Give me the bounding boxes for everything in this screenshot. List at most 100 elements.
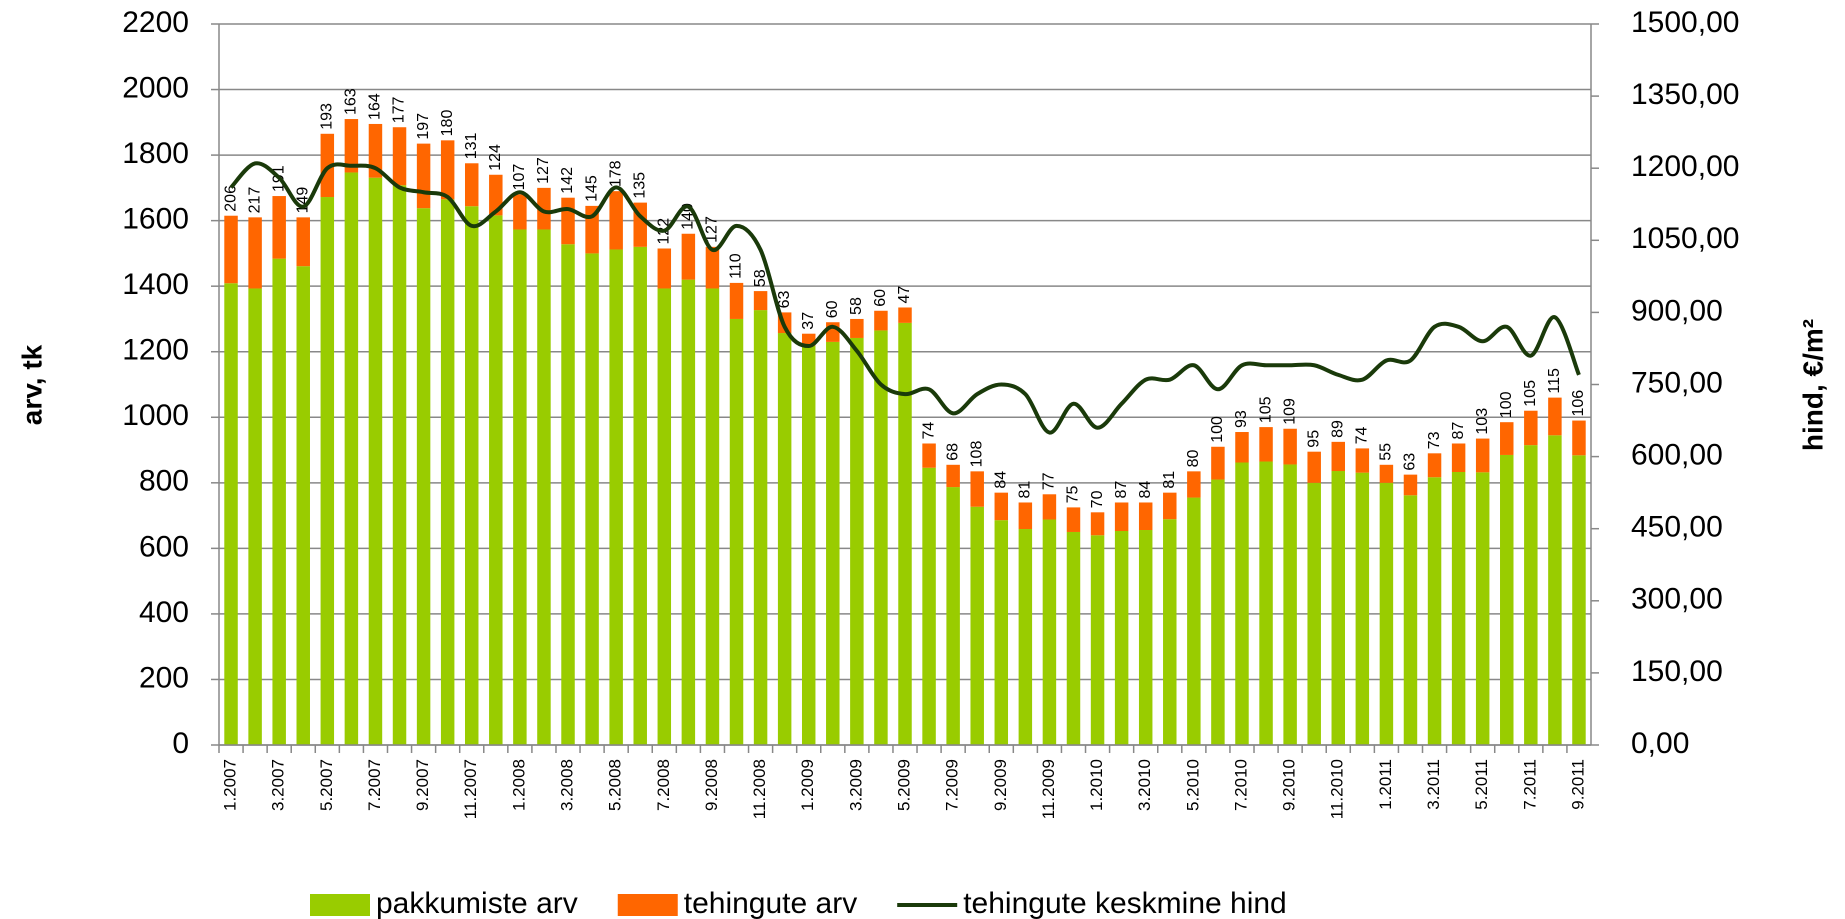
y-tick-label: 1600	[122, 203, 189, 236]
bar	[946, 487, 960, 745]
x-tick-label: 5.2009	[894, 759, 913, 811]
y-tick-label: 2200	[122, 6, 189, 39]
data-label: 60	[872, 289, 889, 307]
x-tick-label: 1.2007	[221, 759, 240, 811]
x-tick-label: 9.2010	[1280, 759, 1299, 811]
y-axis-title: arv, tk	[16, 344, 47, 425]
bar	[1451, 472, 1466, 745]
x-tick-label: 5.2008	[606, 759, 625, 811]
bar	[1187, 471, 1201, 498]
x-tick-label: 3.2008	[558, 759, 577, 811]
data-label: 145	[583, 175, 600, 202]
y2-tick-label: 1500,00	[1631, 6, 1739, 39]
x-tick-label: 7.2007	[365, 759, 384, 811]
y-tick-label: 800	[139, 465, 189, 498]
bar	[1018, 529, 1033, 745]
data-label: 110	[728, 253, 745, 279]
y2-tick-label: 1350,00	[1631, 78, 1739, 111]
data-label: 105	[1522, 380, 1539, 407]
data-label: 37	[800, 312, 817, 330]
bar	[1524, 445, 1538, 745]
bar	[248, 217, 262, 289]
data-label: 55	[1378, 443, 1395, 461]
bar	[1259, 427, 1273, 462]
bar	[1403, 495, 1418, 745]
bar	[850, 337, 864, 745]
x-tick-label: 11.2010	[1328, 759, 1347, 819]
bar	[1283, 464, 1297, 745]
bar	[1331, 471, 1346, 745]
bar	[296, 217, 310, 267]
data-label: 109	[1281, 398, 1298, 425]
data-label: 105	[1257, 396, 1274, 423]
x-tick-label: 3.2010	[1135, 759, 1154, 811]
y-tick-label: 0	[172, 727, 189, 760]
data-label: 87	[1450, 422, 1467, 440]
y-tick-label: 1400	[122, 268, 189, 301]
bar	[994, 492, 1009, 521]
data-label: 89	[1329, 420, 1346, 438]
data-label: 164	[367, 93, 384, 120]
y2-axis-title: hind, €/m²	[1797, 319, 1828, 451]
bar	[946, 464, 960, 488]
legend-swatch	[310, 894, 370, 916]
y2-tick-label: 300,00	[1631, 583, 1723, 616]
bar	[1451, 443, 1466, 473]
data-label: 84	[992, 471, 1009, 489]
x-tick-label: 1.2011	[1376, 759, 1395, 810]
bar	[609, 249, 623, 745]
x-tick-label: 1.2009	[798, 759, 817, 811]
data-label: 107	[511, 164, 528, 191]
x-tick-label: 11.2009	[1039, 759, 1058, 819]
y-tick-label: 600	[139, 530, 189, 563]
bar	[922, 443, 936, 468]
data-label: 74	[1354, 427, 1371, 445]
bar	[248, 288, 262, 745]
bar	[633, 246, 647, 745]
y2-tick-label: 750,00	[1631, 366, 1723, 399]
y2-tick-label: 150,00	[1631, 655, 1723, 688]
bar	[874, 330, 888, 745]
bar	[1475, 472, 1490, 745]
x-tick-label: 7.2010	[1231, 759, 1250, 811]
bar	[1283, 428, 1297, 465]
bar	[1211, 479, 1225, 745]
bar	[489, 215, 503, 746]
bar	[898, 322, 912, 745]
y-tick-label: 2000	[122, 71, 189, 104]
y2-tick-label: 0,00	[1631, 727, 1689, 760]
bar	[344, 119, 359, 173]
bar	[657, 288, 672, 745]
x-tick-label: 3.2009	[846, 759, 865, 811]
x-tick-label: 9.2009	[991, 759, 1010, 811]
bar	[320, 197, 335, 746]
data-label: 95	[1305, 430, 1322, 448]
bar	[1114, 502, 1129, 531]
bar	[1066, 507, 1081, 532]
bar	[416, 143, 431, 209]
bar	[440, 140, 455, 200]
bar	[826, 341, 840, 745]
bar	[1355, 448, 1370, 473]
data-label: 131	[463, 132, 480, 159]
legend-swatch	[617, 894, 678, 916]
bar	[1138, 502, 1153, 531]
bar	[681, 279, 696, 745]
bar	[970, 471, 984, 507]
data-label: 74	[920, 422, 937, 440]
data-label: 115	[1546, 368, 1563, 394]
data-label: 68	[944, 443, 961, 461]
bar	[1548, 397, 1562, 436]
bar	[464, 206, 479, 745]
data-label: 81	[1017, 481, 1034, 499]
line	[229, 161, 1581, 435]
data-label: 100	[1209, 416, 1226, 443]
data-label: 127	[535, 157, 552, 184]
data-label: 100	[1498, 391, 1515, 418]
data-label: 47	[896, 286, 913, 304]
y-tick-label: 400	[139, 596, 189, 629]
bar	[777, 333, 792, 745]
data-label: 178	[607, 160, 624, 187]
x-tick-label: 9.2011	[1568, 759, 1587, 810]
data-label: 108	[968, 441, 985, 468]
